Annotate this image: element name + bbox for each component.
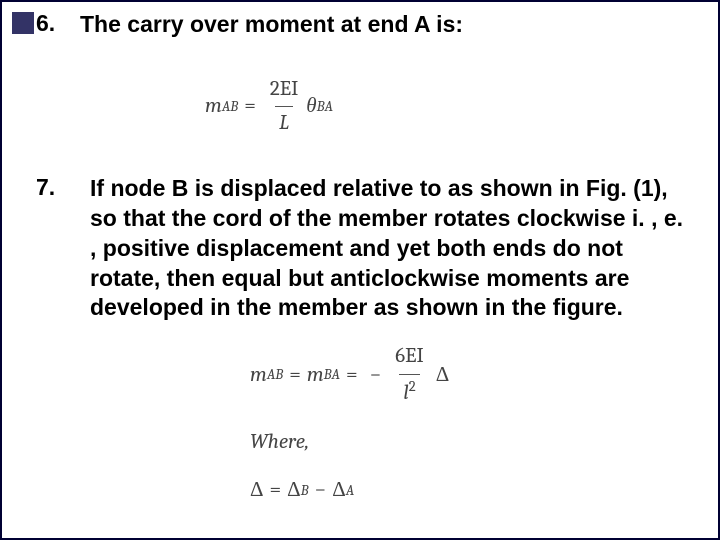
eq1-equals: =: [238, 91, 262, 123]
where-label: Where,: [250, 427, 690, 459]
eq2-negative: −: [364, 360, 388, 392]
eq1-sub-ab: AB: [222, 96, 238, 118]
eq2-equals2: =: [340, 360, 364, 392]
eq3-delta: Δ: [250, 475, 264, 507]
equation-delta-definition: Δ = Δ B − Δ A: [250, 475, 690, 507]
eq2-m1: m: [250, 360, 267, 392]
item-number-7: 7.: [30, 174, 80, 201]
eq2-equals1: =: [283, 360, 307, 392]
eq1-fraction: 2EI L: [266, 74, 302, 140]
equation-displacement-moment: m AB = m BA = − 6EI l2 Δ: [250, 341, 690, 409]
item-number-6: 6.: [30, 10, 80, 37]
eq2-delta: Δ: [432, 360, 450, 392]
eq1-numerator: 2EI: [266, 74, 302, 107]
eq3-equals: =: [264, 475, 288, 507]
eq3-minus: −: [309, 475, 333, 507]
corner-decor: [12, 12, 34, 34]
equation-carry-over-moment: m AB = 2EI L θ BA: [205, 74, 690, 140]
eq2-num-text: 6EI: [395, 344, 423, 368]
eq2-numerator: 6EI: [391, 341, 427, 374]
eq2-fraction: 6EI l2: [391, 341, 427, 409]
eq2-sub-ab: AB: [267, 364, 283, 386]
eq1-num-text: 2EI: [270, 77, 298, 101]
eq1-theta-sub: BA: [317, 96, 333, 118]
item-text-7: If node B is displaced relative to as sh…: [80, 174, 690, 323]
eq2-m2: m: [307, 360, 324, 392]
eq1-m: m: [205, 91, 222, 123]
eq3-sub-b: B: [301, 480, 309, 502]
eq2-den-exp: 2: [409, 378, 416, 395]
item-text-6: The carry over moment at end A is:: [80, 10, 690, 40]
eq2-sub-ba: BA: [324, 364, 340, 386]
eq2-denominator: l2: [399, 374, 419, 410]
eq3-delta-b: Δ: [287, 475, 301, 507]
list-item-7: 7. If node B is displaced relative to as…: [30, 174, 690, 323]
eq1-denominator: L: [275, 106, 293, 140]
eq1-theta: θ: [306, 91, 316, 123]
list-item-6: 6. The carry over moment at end A is:: [30, 10, 690, 40]
eq3-delta-a: Δ: [332, 475, 346, 507]
eq3-sub-a: A: [346, 480, 355, 502]
